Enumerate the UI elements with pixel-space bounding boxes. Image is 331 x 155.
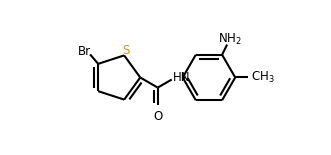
Text: S: S (122, 44, 129, 58)
Text: HN: HN (173, 71, 190, 84)
Text: NH$_2$: NH$_2$ (218, 32, 242, 47)
Text: CH$_3$: CH$_3$ (251, 70, 275, 85)
Text: O: O (153, 111, 163, 123)
Text: Br: Br (77, 45, 91, 58)
